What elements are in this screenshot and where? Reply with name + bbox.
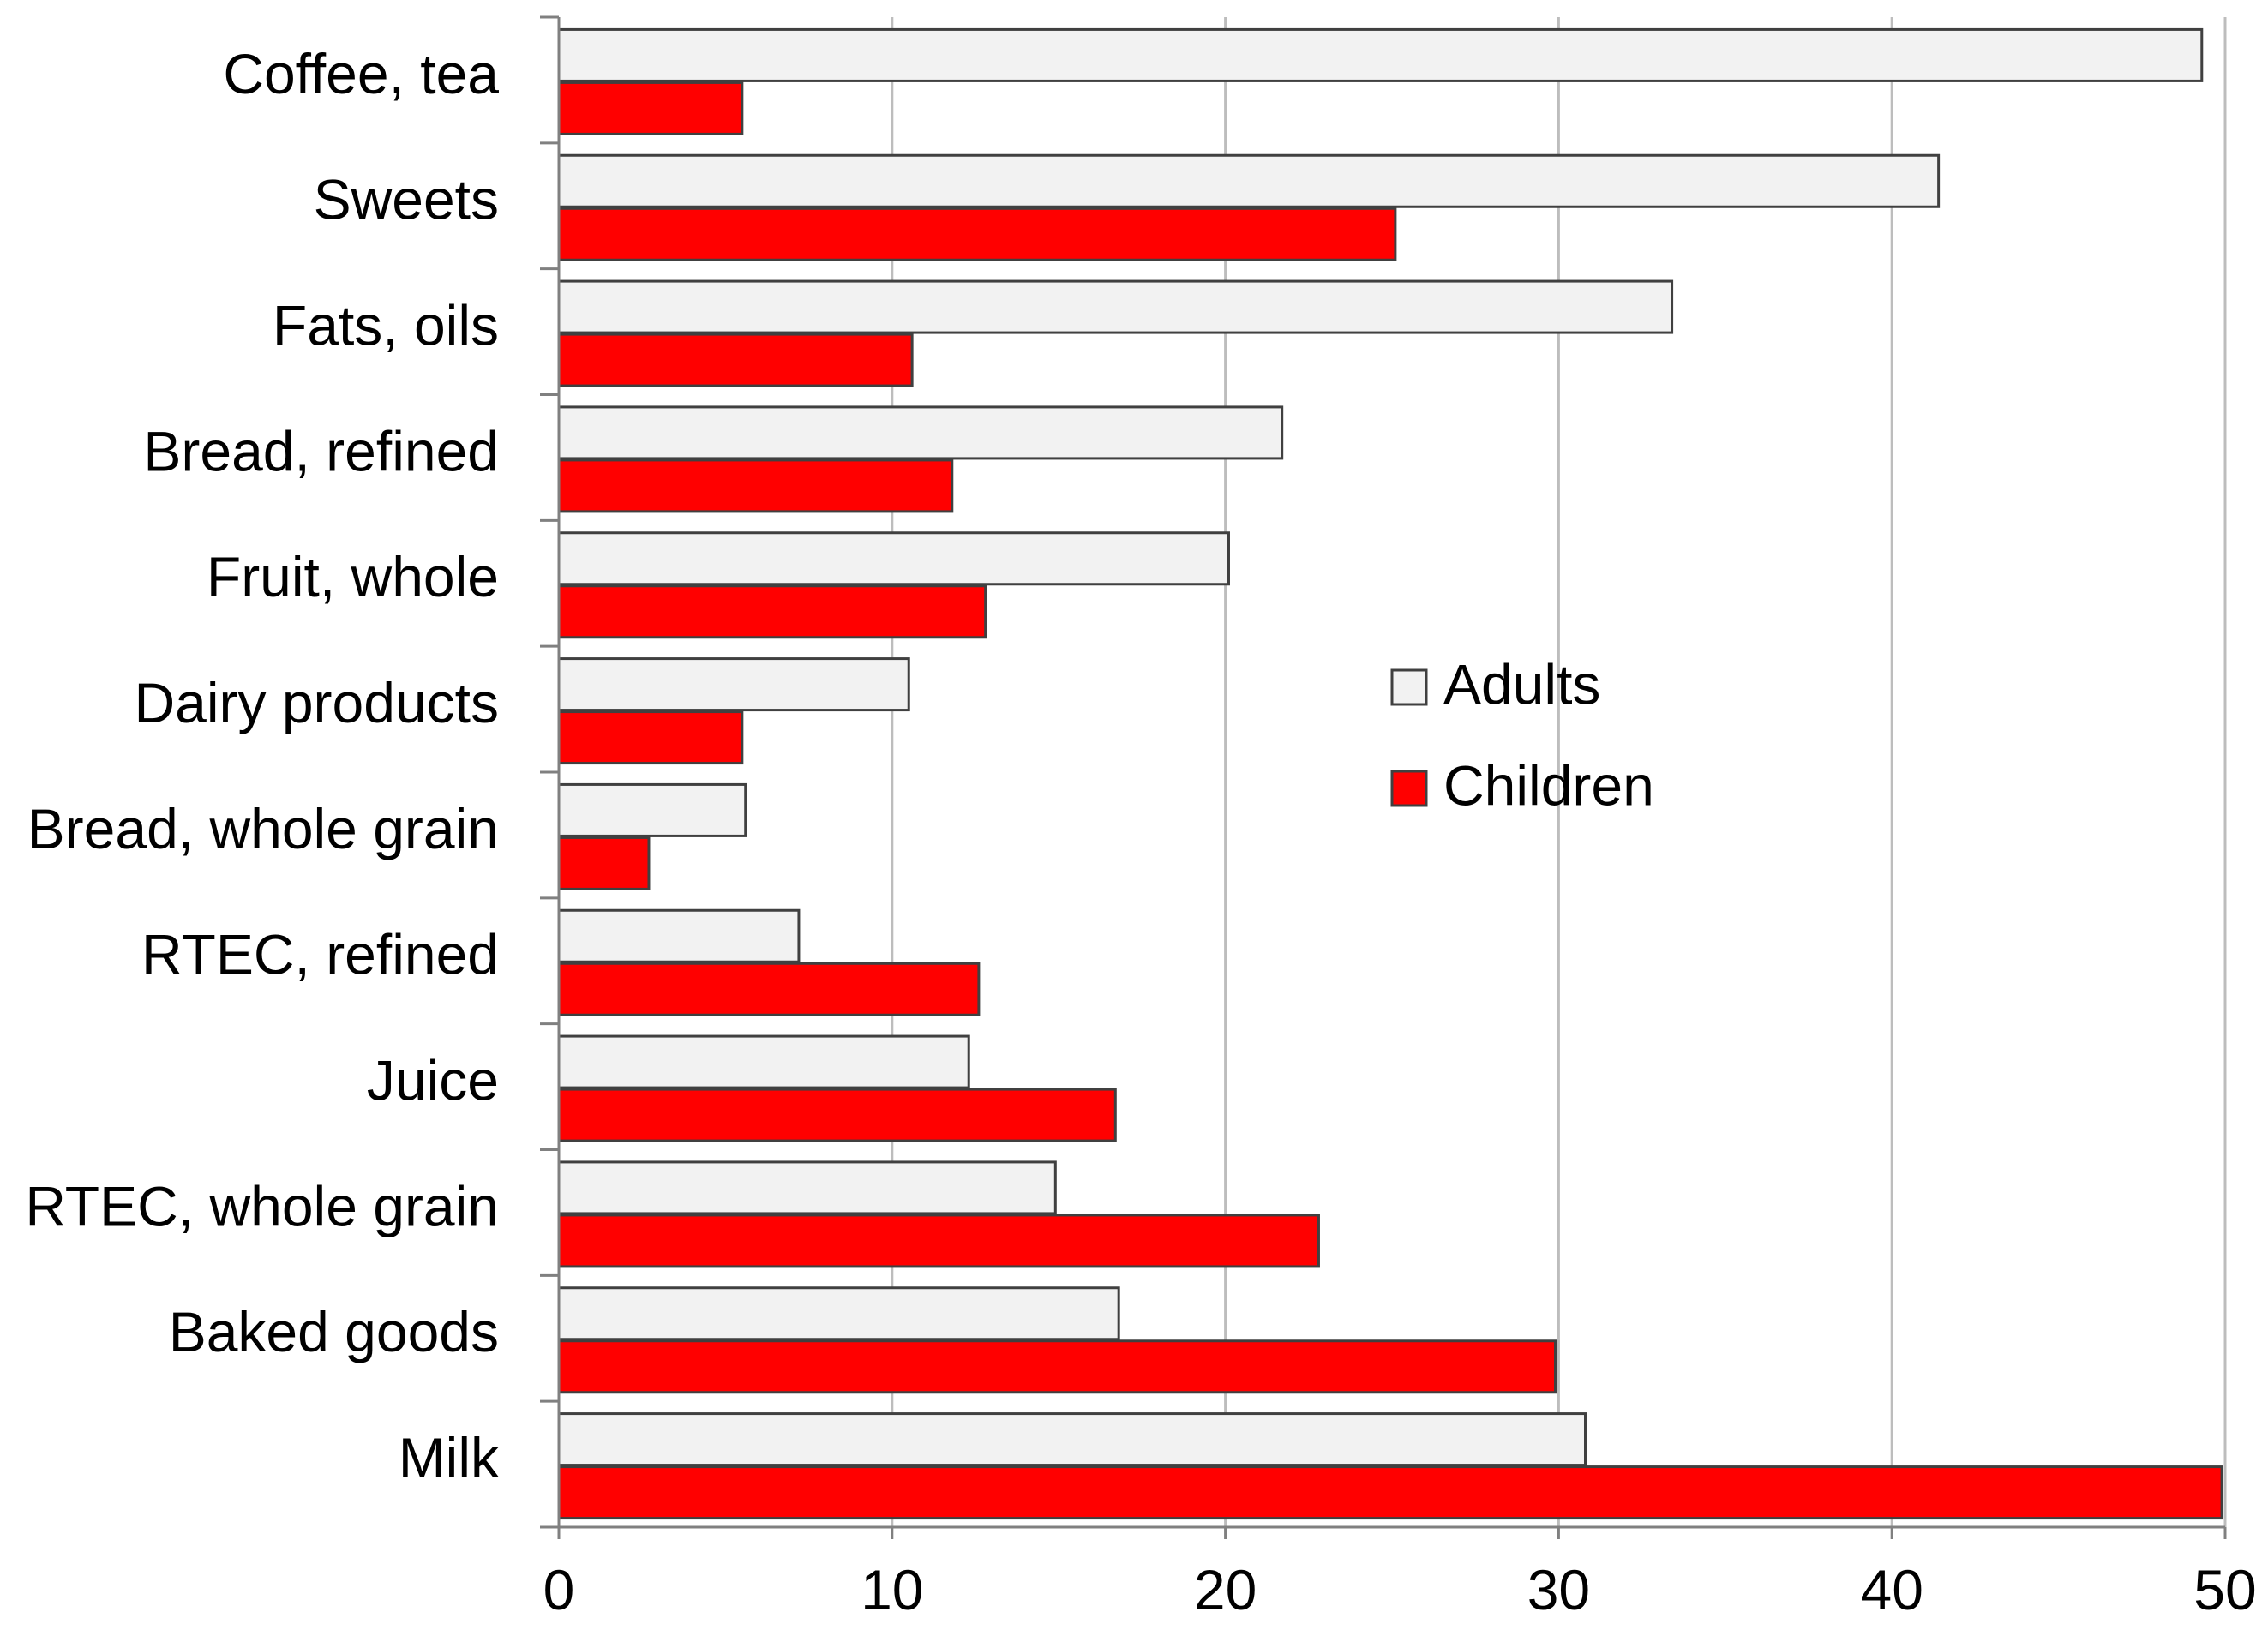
x-tick-label-10: 10 [861,1558,923,1621]
category-label-6: Bread, whole grain [27,797,499,860]
bar-children-6 [557,836,651,890]
bar-adults-5 [557,657,910,712]
bar-children-7 [557,962,981,1016]
category-label-2: Fats, oils [273,294,499,357]
axis-layer [540,15,2227,1539]
bar-children-1 [557,207,1397,261]
bar-adults-2 [557,279,1674,334]
bar-adults-0 [557,27,2204,82]
category-label-11: Milk [399,1426,500,1489]
bar-adults-3 [557,405,1284,460]
bar-children-5 [557,710,744,765]
x-tick-label-0: 0 [543,1558,575,1621]
x-tick-label-40: 40 [1860,1558,1923,1621]
bar-adults-4 [557,531,1230,586]
labels-layer: Coffee, tea Sweets Fats, oils Bread, refine… [25,42,2256,1621]
grid-layer [891,17,2227,1527]
category-label-10: Baked goods [169,1300,499,1363]
bar-children-2 [557,333,914,387]
legend: Adults Children [1390,652,1654,817]
legend-label-adults: Adults [1443,652,1600,716]
x-tick-label-20: 20 [1194,1558,1257,1621]
legend-label-children: Children [1443,753,1654,817]
bar-adults-9 [557,1160,1057,1215]
legend-swatch-adults [1390,668,1428,706]
bar-adults-8 [557,1034,970,1089]
bar-children-8 [557,1088,1117,1142]
category-label-4: Fruit, whole [207,545,499,608]
bar-adults-6 [557,782,747,837]
bars-layer [557,27,2223,1520]
bar-adults-10 [557,1286,1120,1341]
category-label-7: RTEC, refined [141,923,499,986]
category-label-5: Dairy products [135,671,500,734]
bar-children-4 [557,584,987,639]
bar-adults-1 [557,153,1941,208]
bar-children-3 [557,458,954,513]
x-tick-label-50: 50 [2193,1558,2256,1621]
bar-children-10 [557,1339,1557,1394]
x-tick-label-30: 30 [1527,1558,1590,1621]
category-label-9: RTEC, whole grain [25,1174,499,1237]
legend-swatch-children [1390,770,1428,807]
bar-children-9 [557,1214,1320,1268]
bar-adults-11 [557,1412,1587,1467]
category-label-0: Coffee, tea [223,42,499,105]
category-label-1: Sweets [314,168,499,231]
category-label-3: Bread, refined [143,419,499,482]
bar-children-11 [557,1465,2223,1520]
bar-adults-7 [557,908,801,963]
bar-children-0 [557,81,744,135]
category-label-8: Juice [367,1049,499,1112]
